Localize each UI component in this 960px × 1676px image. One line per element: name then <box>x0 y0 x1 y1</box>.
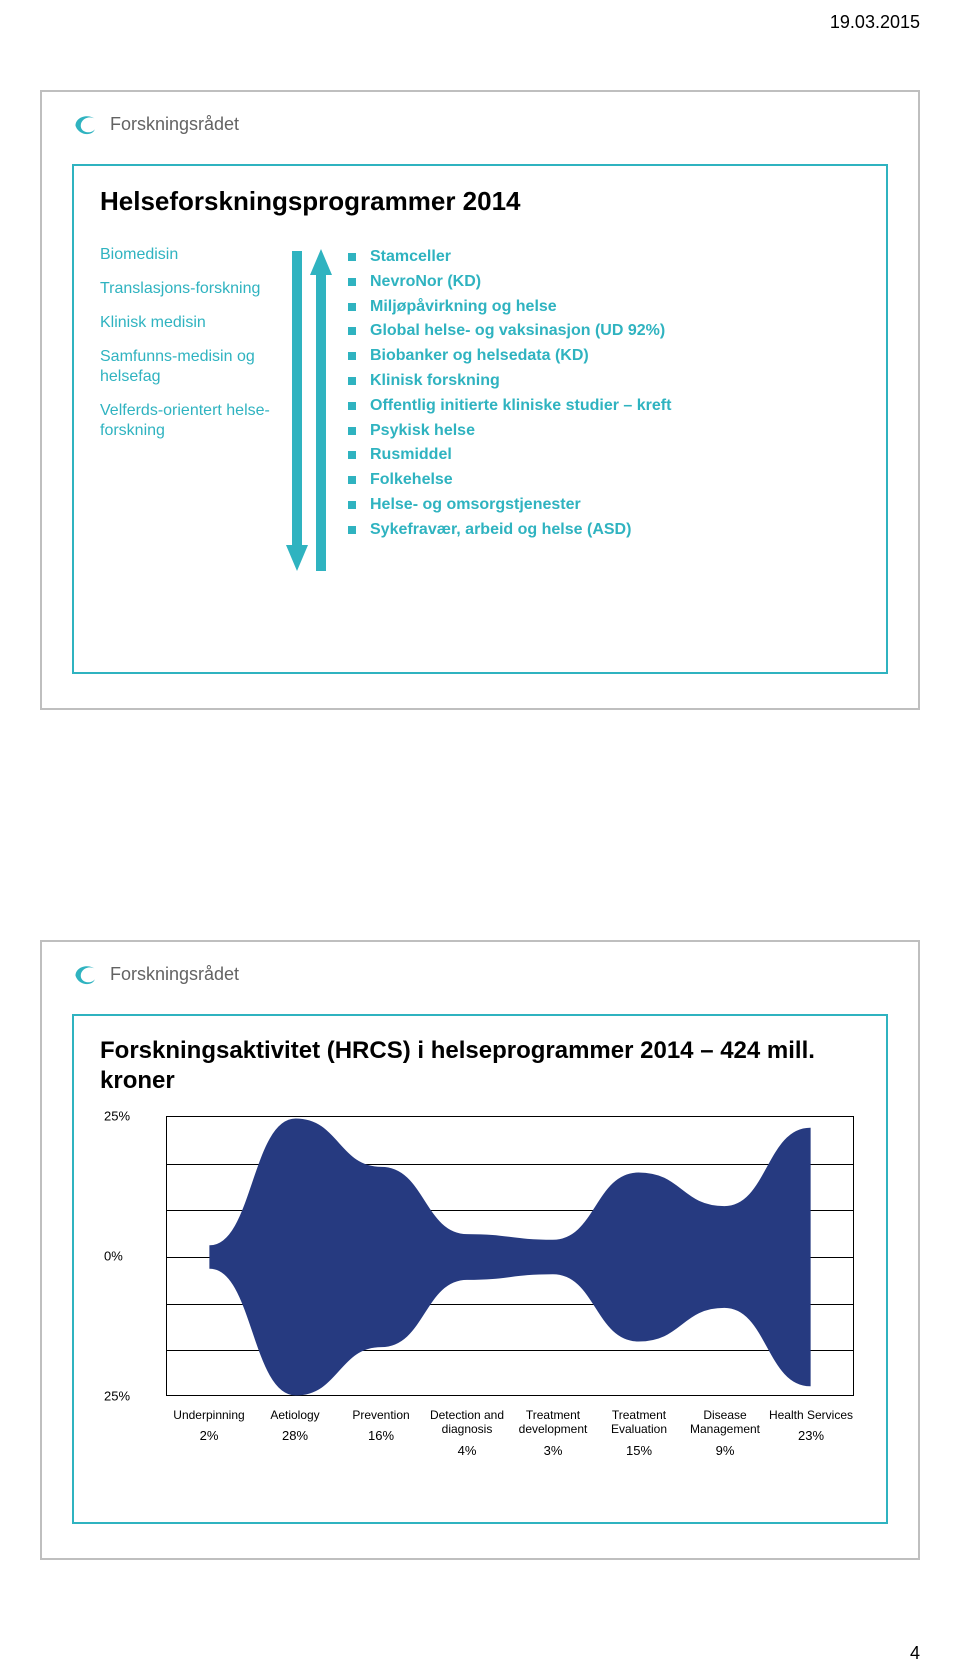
left-label: Klinisk medisin <box>100 313 270 333</box>
page-number: 4 <box>910 1643 920 1664</box>
chart-x-tick: Aetiology 28% <box>252 1408 338 1458</box>
slide2-title: Forskningsaktivitet (HRCS) i helseprogra… <box>100 1036 860 1096</box>
chart-x-tick: Treatment Evaluation 15% <box>596 1408 682 1458</box>
brand-name: Forskningsrådet <box>110 114 239 135</box>
chart-x-tick: Detection and diagnosis 4% <box>424 1408 510 1458</box>
bullet-item: Global helse- og vaksinasjon (UD 92%) <box>348 319 860 344</box>
chart-x-value: 16% <box>338 1428 424 1444</box>
bullet-item: Klinisk forskning <box>348 369 860 394</box>
bullet-item: NevroNor (KD) <box>348 270 860 295</box>
slide1-left-column: Biomedisin Translasjons-forskning Klinis… <box>100 245 270 455</box>
chart-x-value: 23% <box>768 1428 854 1444</box>
chart-x-axis: Underpinning2%Aetiology28%Prevention16%D… <box>166 1408 854 1458</box>
bullet-item: Stamceller <box>348 245 860 270</box>
left-label: Samfunns-medisin og helsefag <box>100 347 270 387</box>
chart-y-tick: 25% <box>104 1389 130 1404</box>
chart-x-label: Treatment development <box>510 1408 596 1437</box>
bullet-item: Biobanker og helsedata (KD) <box>348 344 860 369</box>
bullet-item: Miljøpåvirkning og helse <box>348 295 860 320</box>
page-date: 19.03.2015 <box>830 12 920 33</box>
brand-logo-icon <box>72 110 100 138</box>
slide-2: Forskningsrådet Forskningsaktivitet (HRC… <box>40 940 920 1560</box>
chart-x-value: 28% <box>252 1428 338 1444</box>
slide1-content: Biomedisin Translasjons-forskning Klinis… <box>100 245 860 575</box>
chart-x-tick: Health Services 23% <box>768 1408 854 1458</box>
brand-row: Forskningsrådet <box>72 960 888 988</box>
chart-x-label: Treatment Evaluation <box>596 1408 682 1437</box>
bullet-item: Rusmiddel <box>348 443 860 468</box>
chart-x-value: 9% <box>682 1443 768 1459</box>
chart-y-tick: 0% <box>104 1249 123 1264</box>
slide2-inner-frame: Forskningsaktivitet (HRCS) i helseprogra… <box>72 1014 888 1524</box>
slide1-title: Helseforskningsprogrammer 2014 <box>100 186 860 217</box>
chart-x-label: Disease Management <box>682 1408 768 1437</box>
slide-1: Forskningsrådet Helseforskningsprogramme… <box>40 90 920 710</box>
chart-area-shape <box>167 1117 853 1397</box>
chart-y-tick: 25% <box>104 1109 130 1124</box>
chart-area-container: 25%0%25% Underpinning2%Aetiology28%Preve… <box>100 1116 860 1476</box>
chart-x-value: 3% <box>510 1443 596 1459</box>
brand-name: Forskningsrådet <box>110 964 239 985</box>
chart-x-tick: Treatment development 3% <box>510 1408 596 1458</box>
chart-x-value: 4% <box>424 1443 510 1459</box>
chart-x-value: 15% <box>596 1443 682 1459</box>
bullet-item: Helse- og omsorgstjenester <box>348 493 860 518</box>
bullet-item: Folkehelse <box>348 468 860 493</box>
chart-plot-area <box>166 1116 854 1396</box>
bullet-item: Psykisk helse <box>348 419 860 444</box>
chart-x-value: 2% <box>166 1428 252 1444</box>
chart-x-label: Prevention <box>338 1408 424 1422</box>
double-arrow-icon <box>286 245 332 575</box>
brand-logo-icon <box>72 960 100 988</box>
bullet-item: Sykefravær, arbeid og helse (ASD) <box>348 518 860 543</box>
chart-x-label: Aetiology <box>252 1408 338 1422</box>
bullet-item: Offentlig initierte kliniske studier – k… <box>348 394 860 419</box>
slide1-inner-frame: Helseforskningsprogrammer 2014 Biomedisi… <box>72 164 888 674</box>
left-label: Biomedisin <box>100 245 270 265</box>
chart-x-label: Health Services <box>768 1408 854 1422</box>
chart-x-tick: Prevention 16% <box>338 1408 424 1458</box>
chart-x-label: Underpinning <box>166 1408 252 1422</box>
slide1-bullet-list: Stamceller NevroNor (KD) Miljøpåvirkning… <box>348 245 860 543</box>
chart-x-label: Detection and diagnosis <box>424 1408 510 1437</box>
brand-row: Forskningsrådet <box>72 110 888 138</box>
left-label: Velferds-orientert helse-forskning <box>100 401 270 441</box>
left-label: Translasjons-forskning <box>100 279 270 299</box>
chart-x-tick: Underpinning 2% <box>166 1408 252 1458</box>
chart-x-tick: Disease Management 9% <box>682 1408 768 1458</box>
